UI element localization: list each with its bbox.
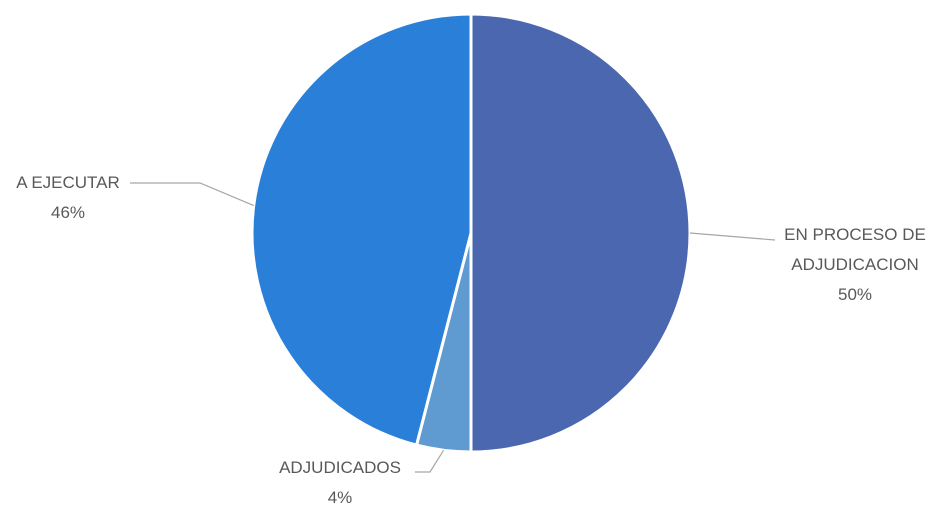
slice-label: EN PROCESO DE ADJUDICACION	[784, 225, 926, 274]
slice-value-label: 46%	[50, 203, 86, 222]
leader-line	[415, 449, 445, 473]
slice-value-label: 50%	[837, 285, 873, 304]
leader-line	[130, 182, 254, 207]
pie-slice	[469, 12, 692, 454]
leader-line	[689, 232, 776, 241]
slice-value-label: 4%	[327, 488, 353, 507]
slice-label: A EJECUTAR	[16, 173, 120, 192]
slice-label: ADJUDICADOS	[279, 458, 401, 477]
